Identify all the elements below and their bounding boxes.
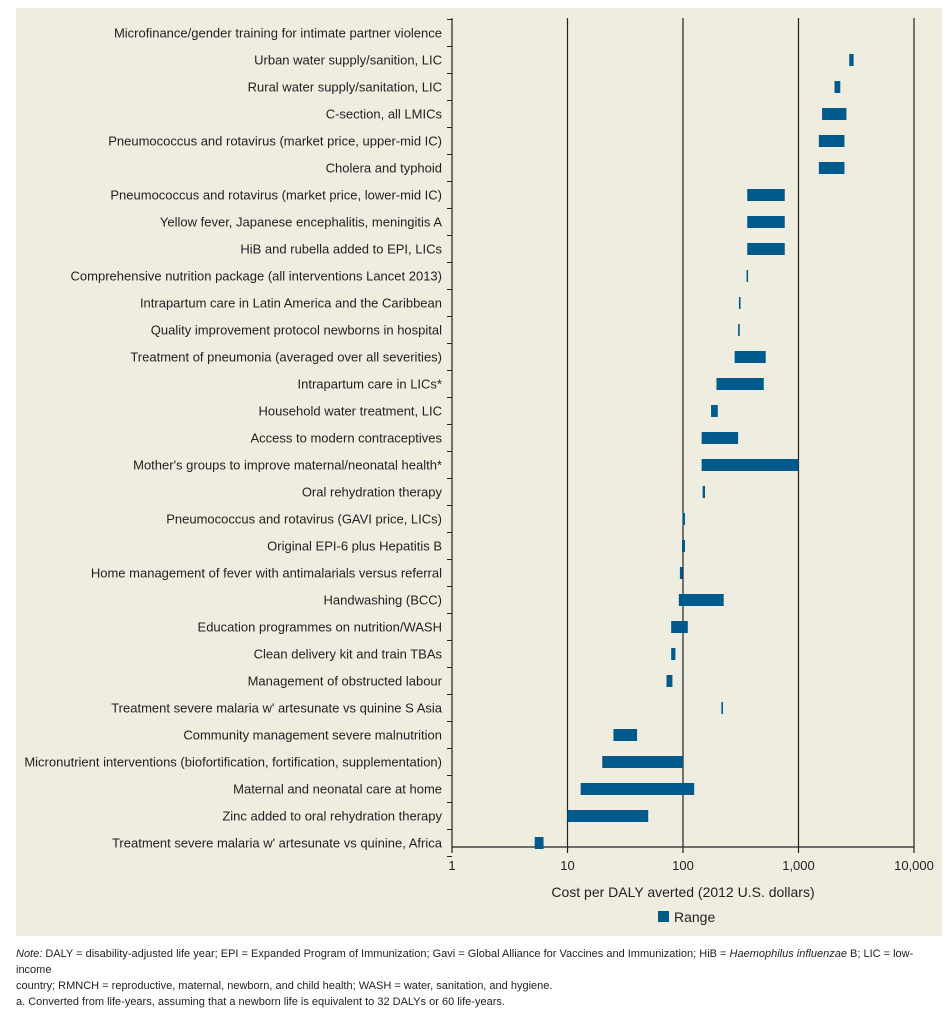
x-tick-label-3: 1,000 (782, 858, 815, 873)
category-label-9: Comprehensive nutrition package (all int… (71, 269, 442, 284)
category-label-7: Yellow fever, Japanese encephalitis, men… (160, 215, 442, 230)
category-label-5: Cholera and typhoid (326, 161, 442, 176)
category-label-12: Treatment of pneumonia (averaged over al… (130, 350, 442, 365)
legend: Range (658, 909, 715, 925)
category-label-29: Zinc added to oral rehydration therapy (222, 809, 442, 824)
category-label-6: Pneumococcus and rotavirus (market price… (110, 188, 442, 203)
category-label-24: Management of obstructed labour (248, 674, 443, 689)
bars (534, 54, 854, 849)
category-label-0: Microfinance/gender training for intimat… (114, 26, 442, 41)
range-bar-2 (834, 81, 841, 93)
chart-panel: Microfinance/gender training for intimat… (16, 8, 942, 936)
note-line-2: country; RMNCH = reproductive, maternal,… (16, 980, 553, 992)
x-tick-label-4: 10,000 (894, 858, 934, 873)
chart-note: Note: DALY = disability-adjusted life ye… (16, 946, 936, 1010)
range-bar-9 (746, 270, 749, 282)
note-line-1: Note: DALY = disability-adjusted life ye… (16, 946, 936, 978)
legend-label-range: Range (674, 909, 715, 925)
range-bar-20 (679, 567, 683, 579)
range-bar-14 (711, 405, 718, 417)
legend-swatch-range (658, 911, 669, 922)
category-labels: Microfinance/gender training for intimat… (24, 26, 442, 851)
range-bar-29 (567, 810, 649, 822)
category-label-26: Community management severe malnutrition (183, 728, 442, 743)
category-label-1: Urban water supply/sanition, LIC (254, 53, 442, 68)
range-bar-21 (678, 594, 724, 606)
range-bar-5 (818, 162, 845, 174)
category-label-16: Mother's groups to improve maternal/neon… (133, 458, 442, 473)
category-label-8: HiB and rubella added to EPI, LICs (240, 242, 442, 257)
range-bar-26 (613, 729, 638, 741)
x-tick-label-1: 10 (560, 858, 574, 873)
range-bar-17 (702, 486, 705, 498)
category-label-28: Maternal and neonatal care at home (233, 782, 442, 797)
category-label-14: Household water treatment, LIC (258, 404, 442, 419)
x-tick-label-0: 1 (448, 858, 455, 873)
x-tick-label-2: 100 (672, 858, 694, 873)
category-label-3: C-section, all LMICs (326, 107, 443, 122)
range-bar-10 (738, 297, 741, 309)
category-label-4: Pneumococcus and rotavirus (market price… (108, 134, 442, 149)
category-label-20: Home management of fever with antimalari… (91, 566, 442, 581)
category-label-23: Clean delivery kit and train TBAs (254, 647, 443, 662)
category-label-2: Rural water supply/sanitation, LIC (248, 80, 442, 95)
category-label-18: Pneumococcus and rotavirus (GAVI price, … (166, 512, 442, 527)
range-bar-8 (747, 243, 785, 255)
category-label-22: Education programmes on nutrition/WASH (198, 620, 442, 635)
range-bar-28 (580, 783, 695, 795)
note-line-1-a: DALY = disability-adjusted life year; EP… (42, 948, 730, 960)
range-bar-23 (671, 648, 676, 660)
range-bar-22 (671, 621, 688, 633)
category-label-25: Treatment severe malaria w' artesunate v… (111, 701, 443, 716)
range-bar-18 (682, 513, 685, 525)
category-label-13: Intrapartum care in LICs* (297, 377, 442, 392)
grid-lines (566, 18, 915, 847)
range-bar-30 (534, 837, 544, 849)
category-label-27: Micronutrient interventions (biofortific… (24, 755, 442, 770)
category-label-17: Oral rehydration therapy (302, 485, 443, 500)
range-bar-12 (734, 351, 766, 363)
range-bar-11 (738, 324, 740, 336)
range-bar-19 (681, 540, 685, 552)
range-bar-15 (701, 432, 739, 444)
range-bar-25 (721, 702, 724, 714)
note-line-1-b: B; LIC = low-income (16, 948, 914, 976)
range-bar-chart: Microfinance/gender training for intimat… (24, 18, 934, 925)
category-label-30: Treatment severe malaria w' artesunate v… (112, 836, 443, 851)
range-bar-7 (747, 216, 785, 228)
x-axis-title: Cost per DALY averted (2012 U.S. dollars… (551, 884, 814, 900)
axes (447, 18, 915, 857)
category-label-19: Original EPI-6 plus Hepatitis B (267, 539, 442, 554)
range-bar-4 (818, 135, 845, 147)
range-bar-6 (747, 189, 785, 201)
note-label: Note: (16, 948, 43, 960)
category-label-21: Handwashing (BCC) (324, 593, 443, 608)
category-label-11: Quality improvement protocol newborns in… (151, 323, 442, 338)
note-line-1-italic: Haemophilus influenzae (729, 948, 847, 960)
range-bar-13 (716, 378, 764, 390)
range-bar-3 (822, 108, 847, 120)
range-bar-16 (701, 459, 799, 471)
range-bar-27 (602, 756, 683, 768)
category-label-10: Intrapartum care in Latin America and th… (140, 296, 442, 311)
range-bar-24 (666, 675, 673, 687)
x-tick-labels: 1 10 100 1,000 10,000 (448, 858, 934, 873)
note-line-3: a. Converted from life-years, assuming t… (16, 996, 505, 1008)
range-bar-1 (849, 54, 854, 66)
category-label-15: Access to modern contraceptives (251, 431, 443, 446)
